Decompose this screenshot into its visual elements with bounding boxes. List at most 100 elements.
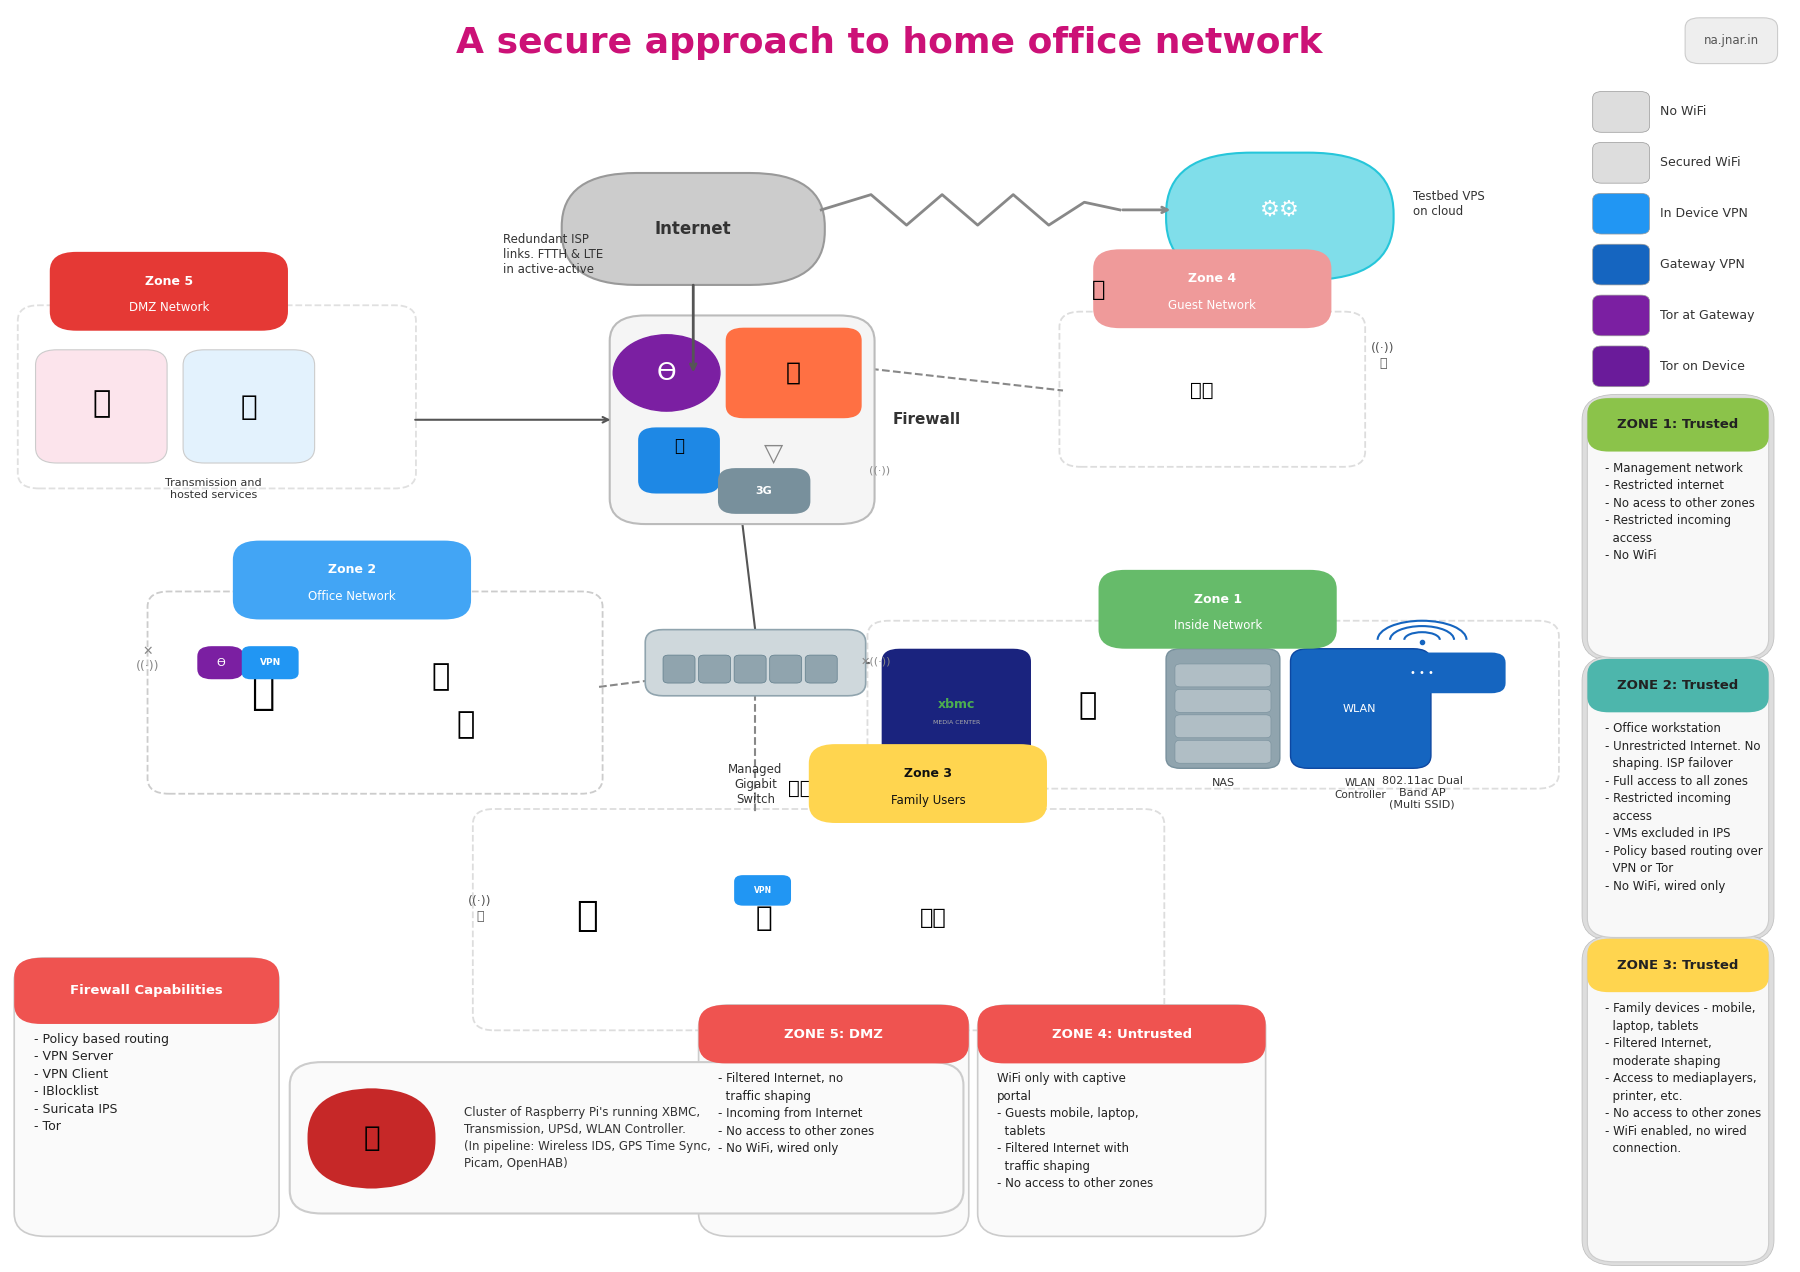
FancyBboxPatch shape — [882, 649, 1031, 768]
Text: Ѳ: Ѳ — [216, 658, 225, 668]
Text: Secured WiFi: Secured WiFi — [1660, 156, 1741, 169]
Text: 💻: 💻 — [576, 899, 598, 932]
Text: VPN: VPN — [259, 658, 281, 668]
Text: Guest Network: Guest Network — [1168, 299, 1256, 312]
FancyBboxPatch shape — [1593, 244, 1649, 285]
FancyBboxPatch shape — [734, 875, 790, 906]
FancyBboxPatch shape — [1291, 649, 1431, 768]
Text: ZONE 4: Untrusted: ZONE 4: Untrusted — [1051, 1028, 1192, 1040]
Text: Office Network: Office Network — [308, 590, 396, 603]
FancyBboxPatch shape — [1166, 153, 1393, 280]
Text: Family Users: Family Users — [891, 794, 965, 806]
Text: 🍓: 🍓 — [92, 389, 110, 417]
Text: ZONE 3: Trusted: ZONE 3: Trusted — [1618, 959, 1739, 972]
Text: xbmc: xbmc — [938, 698, 976, 711]
FancyBboxPatch shape — [1175, 715, 1271, 738]
Text: Firewall: Firewall — [893, 412, 961, 427]
FancyBboxPatch shape — [977, 1005, 1265, 1063]
Text: 👤👤: 👤👤 — [788, 780, 812, 798]
FancyBboxPatch shape — [1093, 249, 1332, 328]
Text: ((·))
🔒: ((·)) 🔒 — [468, 895, 491, 923]
Text: 🖥📱: 🖥📱 — [1190, 382, 1213, 399]
FancyBboxPatch shape — [808, 744, 1048, 823]
Text: 🖨: 🖨 — [1078, 692, 1096, 720]
FancyBboxPatch shape — [1098, 570, 1337, 649]
FancyBboxPatch shape — [718, 468, 810, 514]
Text: 💻: 💻 — [252, 674, 275, 712]
FancyBboxPatch shape — [1175, 664, 1271, 687]
Text: 🖥: 🖥 — [241, 393, 257, 421]
FancyBboxPatch shape — [644, 630, 866, 696]
Text: na.jnar.in: na.jnar.in — [1705, 34, 1759, 47]
Text: - Office workstation
- Unrestricted Internet. No
  shaping. ISP failover
- Full : - Office workstation - Unrestricted Inte… — [1606, 722, 1762, 893]
FancyBboxPatch shape — [610, 315, 875, 524]
FancyBboxPatch shape — [241, 646, 299, 679]
FancyBboxPatch shape — [1588, 939, 1769, 1262]
Text: VPN: VPN — [754, 885, 772, 895]
Text: Gateway VPN: Gateway VPN — [1660, 258, 1746, 271]
Text: 802.11ac Dual
Band AP
(Multi SSID): 802.11ac Dual Band AP (Multi SSID) — [1382, 776, 1463, 809]
Circle shape — [614, 335, 720, 411]
FancyBboxPatch shape — [1339, 653, 1505, 693]
Text: WiFi only with captive
portal
- Guests mobile, laptop,
  tablets
- Filtered Inte: WiFi only with captive portal - Guests m… — [997, 1072, 1154, 1191]
FancyBboxPatch shape — [14, 958, 279, 1236]
FancyBboxPatch shape — [1593, 92, 1649, 132]
FancyBboxPatch shape — [1175, 689, 1271, 712]
FancyBboxPatch shape — [1175, 740, 1271, 763]
Text: ▽: ▽ — [763, 443, 783, 467]
Text: 🔒: 🔒 — [673, 438, 684, 455]
Text: Zone 4: Zone 4 — [1188, 272, 1237, 285]
Text: ((·)): ((·)) — [869, 466, 891, 476]
Text: Zone 1: Zone 1 — [1193, 593, 1242, 605]
Text: 3G: 3G — [756, 486, 772, 496]
FancyBboxPatch shape — [770, 655, 801, 683]
Text: WLAN
Controller: WLAN Controller — [1334, 778, 1386, 800]
Text: 🖥: 🖥 — [432, 663, 450, 691]
Text: ((·))
🔒: ((·)) 🔒 — [1372, 342, 1395, 370]
FancyBboxPatch shape — [698, 1005, 968, 1063]
FancyBboxPatch shape — [14, 958, 279, 1024]
Text: 👽: 👽 — [1093, 280, 1105, 300]
FancyBboxPatch shape — [308, 1088, 436, 1188]
FancyBboxPatch shape — [1685, 18, 1778, 64]
Text: In Device VPN: In Device VPN — [1660, 207, 1748, 220]
Text: Tor at Gateway: Tor at Gateway — [1660, 309, 1755, 322]
Text: NAS: NAS — [1211, 778, 1235, 789]
Text: 🔥: 🔥 — [787, 361, 801, 385]
FancyBboxPatch shape — [1593, 142, 1649, 183]
FancyBboxPatch shape — [698, 1005, 968, 1236]
Text: Redundant ISP
links. FTTH & LTE
in active-active: Redundant ISP links. FTTH & LTE in activ… — [502, 233, 603, 276]
Text: - Family devices - mobile,
  laptop, tablets
- Filtered Internet,
  moderate sha: - Family devices - mobile, laptop, table… — [1606, 1002, 1762, 1155]
FancyBboxPatch shape — [198, 646, 243, 679]
FancyBboxPatch shape — [1588, 398, 1769, 658]
FancyBboxPatch shape — [805, 655, 837, 683]
Text: Managed
Gigabit
Switch: Managed Gigabit Switch — [729, 763, 783, 806]
Text: ✕((·)): ✕((·)) — [860, 656, 891, 667]
Text: A secure approach to home office network: A secure approach to home office network — [455, 27, 1321, 60]
Text: Testbed VPS
on cloud: Testbed VPS on cloud — [1413, 190, 1485, 218]
Text: • • •: • • • — [1409, 668, 1435, 678]
FancyBboxPatch shape — [290, 1062, 963, 1213]
FancyBboxPatch shape — [725, 328, 862, 418]
FancyBboxPatch shape — [639, 427, 720, 494]
Text: ZONE 5: DMZ: ZONE 5: DMZ — [785, 1028, 884, 1040]
Text: WLAN: WLAN — [1343, 703, 1377, 714]
Text: 🖥: 🖥 — [457, 711, 475, 739]
Text: Zone 5: Zone 5 — [144, 275, 193, 287]
FancyBboxPatch shape — [734, 655, 767, 683]
Text: MEDIA CENTER: MEDIA CENTER — [932, 720, 979, 725]
FancyBboxPatch shape — [1588, 398, 1769, 452]
FancyBboxPatch shape — [662, 655, 695, 683]
FancyBboxPatch shape — [977, 1005, 1265, 1236]
FancyBboxPatch shape — [36, 350, 167, 463]
Text: 📱💻: 📱💻 — [920, 908, 947, 929]
FancyBboxPatch shape — [1588, 659, 1769, 937]
FancyBboxPatch shape — [232, 541, 472, 619]
Text: - Filtered Internet, no
  traffic shaping
- Incoming from Internet
- No access t: - Filtered Internet, no traffic shaping … — [718, 1072, 875, 1155]
Text: ✕
((·)): ✕ ((·)) — [135, 645, 158, 673]
Text: ⚙⚙: ⚙⚙ — [1260, 200, 1300, 220]
Text: Zone 3: Zone 3 — [904, 767, 952, 780]
Text: - Policy based routing
- VPN Server
- VPN Client
- IBlocklist
- Suricata IPS
- T: - Policy based routing - VPN Server - VP… — [34, 1033, 169, 1133]
Text: 📱: 📱 — [756, 904, 772, 932]
Text: Cluster of Raspberry Pi's running XBMC,
Transmission, UPSd, WLAN Controller.
(In: Cluster of Raspberry Pi's running XBMC, … — [464, 1105, 711, 1170]
